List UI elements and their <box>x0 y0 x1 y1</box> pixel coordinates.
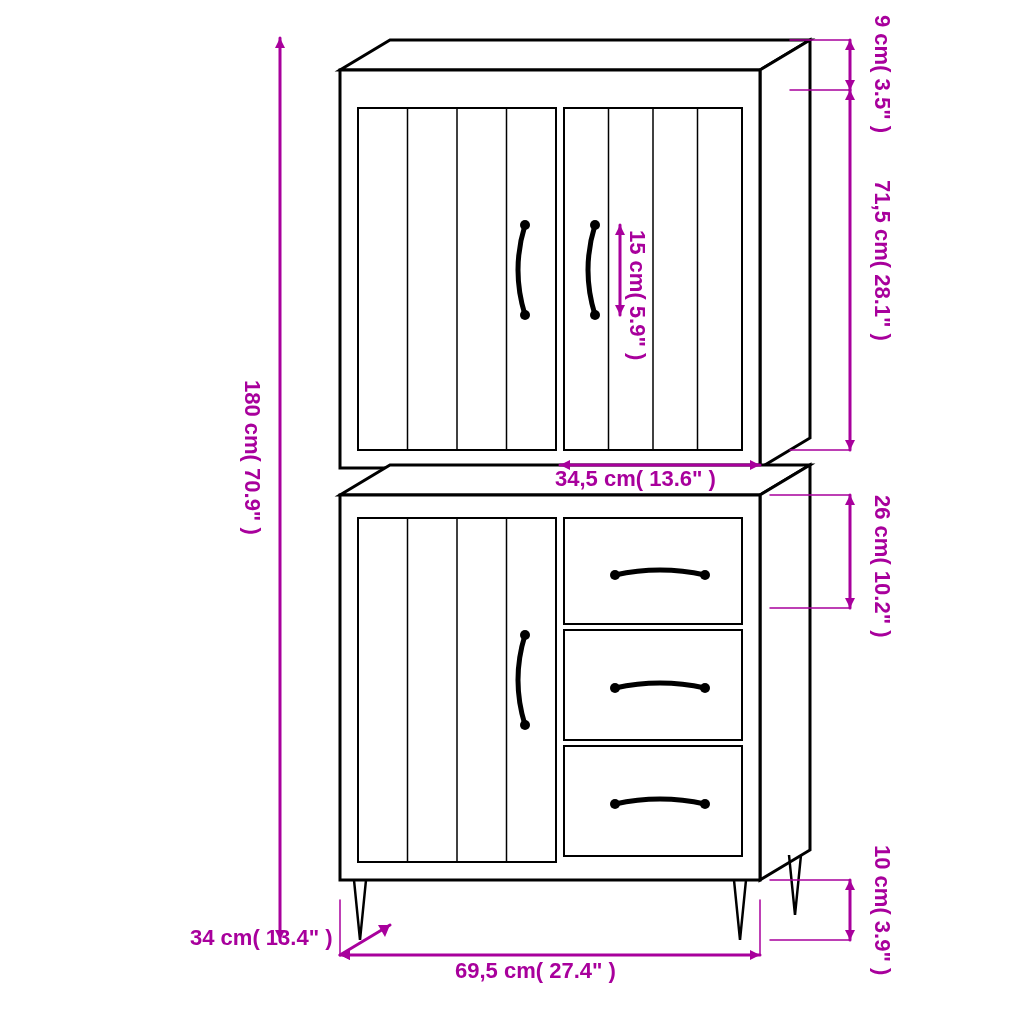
svg-marker-47 <box>845 598 855 608</box>
svg-point-29 <box>610 683 620 693</box>
svg-marker-46 <box>845 495 855 505</box>
svg-marker-43 <box>845 440 855 450</box>
svg-marker-1 <box>760 40 810 468</box>
svg-point-21 <box>520 220 530 230</box>
svg-marker-63 <box>750 950 760 960</box>
svg-point-32 <box>700 799 710 809</box>
svg-marker-42 <box>845 90 855 100</box>
svg-marker-4 <box>760 465 810 880</box>
svg-point-28 <box>700 570 710 580</box>
svg-point-30 <box>700 683 710 693</box>
svg-marker-37 <box>845 40 855 50</box>
svg-point-27 <box>610 570 620 580</box>
svg-point-24 <box>590 310 600 320</box>
svg-point-26 <box>520 720 530 730</box>
svg-marker-52 <box>845 930 855 940</box>
svg-marker-51 <box>845 880 855 890</box>
svg-marker-34 <box>275 38 285 48</box>
svg-marker-0 <box>340 40 810 70</box>
svg-point-22 <box>520 310 530 320</box>
svg-point-31 <box>610 799 620 809</box>
svg-point-25 <box>520 630 530 640</box>
svg-point-23 <box>590 220 600 230</box>
